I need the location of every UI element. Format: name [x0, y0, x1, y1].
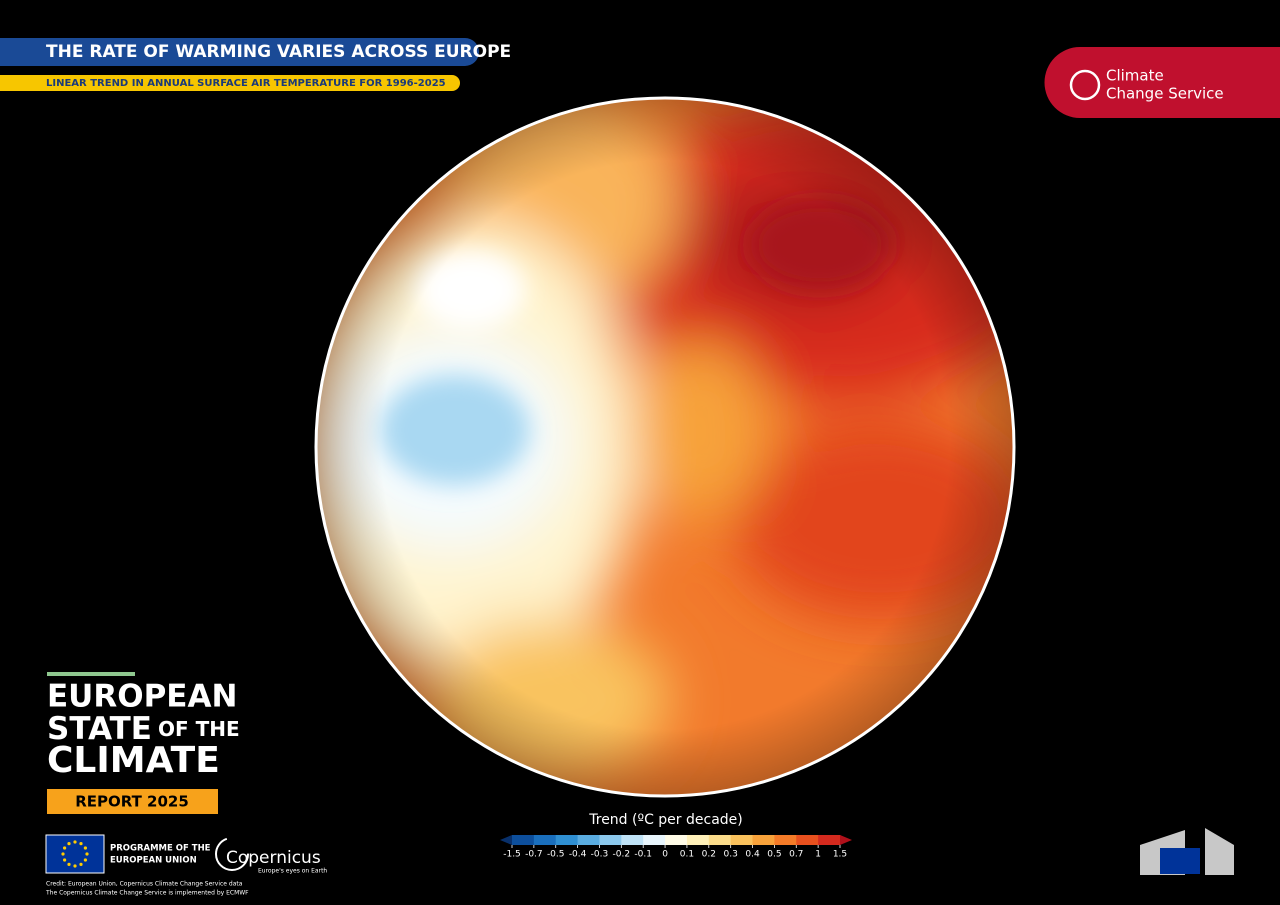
colorbar-tick-label: 0.3	[724, 850, 738, 860]
colorbar-segment	[665, 835, 688, 845]
credit-line2: The Copernicus Climate Change Service is…	[45, 890, 249, 897]
colorbar-tick-label: -0.7	[525, 850, 543, 860]
report-line2: STATE OF THE	[47, 711, 240, 747]
title-banner	[0, 38, 479, 66]
colorbar-tick-label: -0.2	[613, 850, 631, 860]
logo-line1: Climate	[1106, 67, 1164, 85]
eu-stars	[61, 840, 89, 868]
programme-line2: EUROPEAN UNION	[110, 856, 197, 866]
title: THE RATE OF WARMING VARIES ACROSS EUROPE	[46, 42, 511, 62]
subtitle-banner	[0, 75, 460, 91]
colorbar-tick-label: 0.2	[702, 850, 716, 860]
colorbar-tick-label: 1.5	[833, 850, 847, 860]
colorbar-tick-label: 0	[662, 850, 668, 860]
c3s-logo-badge	[1044, 47, 1280, 118]
eu-star	[63, 846, 67, 850]
colorbar-segment	[708, 835, 732, 845]
eu-star	[83, 846, 87, 850]
map	[316, 98, 1014, 796]
colorbar-segment	[796, 835, 819, 845]
copernicus-name: Copernicus	[226, 848, 321, 868]
colorbar-tick-label: 0.5	[767, 850, 781, 860]
credit-line1: Credit: European Union, Copernicus Clima…	[46, 881, 243, 888]
colorbar-segment	[599, 835, 622, 845]
eu-star	[79, 842, 83, 846]
colorbar-tick-label: -0.5	[547, 850, 565, 860]
eu-star	[85, 852, 89, 856]
eu-star	[63, 858, 67, 862]
c3s-icon	[1069, 69, 1101, 101]
report-line1: EUROPEAN	[47, 679, 237, 715]
colorbar-tick-label: -0.3	[591, 850, 609, 860]
colorbar-segment	[555, 835, 579, 845]
eu-star	[79, 862, 83, 866]
colorbar-segment	[577, 835, 600, 845]
colorbar-tick-label: -1.5	[503, 850, 521, 860]
legend-title: Trend (ºC per decade)	[588, 812, 743, 828]
report-badge-text: REPORT 2025	[75, 793, 189, 811]
copernicus-mark	[215, 837, 249, 871]
eu-star	[83, 858, 87, 862]
copernicus-tagline: Europe's eyes on Earth	[258, 868, 327, 875]
colorbar-segment	[533, 835, 557, 845]
colorbar-tick-label: -0.4	[569, 850, 587, 860]
colorbar-tick-label: 0.7	[789, 850, 803, 860]
logo-line2: Change Service	[1106, 85, 1224, 103]
eu-star	[73, 864, 77, 868]
colorbar-segment	[621, 835, 644, 845]
colorbar-segment	[818, 835, 841, 845]
eu-star	[67, 842, 71, 846]
colorbar-tick-label: 0.4	[745, 850, 760, 860]
eu-star	[61, 852, 65, 856]
colorbar-tick-label: 1	[815, 850, 821, 860]
eu-star	[67, 862, 71, 866]
colorbar-segment	[774, 835, 797, 845]
subtitle: LINEAR TREND IN ANNUAL SURFACE AIR TEMPE…	[46, 78, 446, 89]
colorbar-segment	[752, 835, 775, 845]
colorbar-end	[840, 835, 852, 845]
colorbar-tick-label: 0.1	[680, 850, 694, 860]
colorbar-segment	[512, 835, 535, 845]
report-line3: CLIMATE	[47, 740, 220, 781]
eu-star	[73, 840, 77, 844]
report-accent	[47, 672, 135, 676]
colorbar-tick-label: -0.1	[634, 850, 652, 860]
ec-logo	[1140, 828, 1234, 875]
colorbar-segment	[686, 835, 710, 845]
colorbar-segment	[730, 835, 754, 845]
colorbar: -1.5 -0.7 -0.5 -0.4 -0.3 -0.2 -0.1 0 0.1 0.2 0.3 0.…	[500, 835, 852, 860]
programme-line1: PROGRAMME OF THE	[110, 844, 211, 854]
colorbar-segment	[643, 835, 666, 845]
report-badge	[47, 789, 218, 814]
globe-outline	[314, 96, 1016, 798]
colorbar-end	[500, 835, 512, 845]
